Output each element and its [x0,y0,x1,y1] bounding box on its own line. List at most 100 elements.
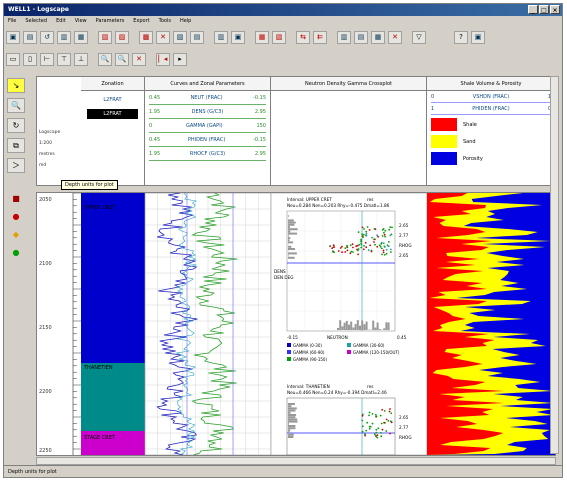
save-icon[interactable]: ▥ [57,30,71,44]
note-scale: 1:200 [39,141,52,146]
crossplot-legend-item: GAMMA (90-150) [293,357,327,362]
zoom-in-icon[interactable]: 🔍 [98,52,112,66]
curve-row[interactable]: 0.45 PHIDEN (FRAC) -0.15 [149,133,266,147]
menu-bar: File Selected Edit View Parameters Expor… [4,17,562,26]
track-layout-3-icon[interactable]: ⊢ [40,52,54,66]
log-plot-svg: 2050 2100 2150 2200 2250 UPPER CRET THAN… [37,192,555,456]
zonation-header: Zonation L2FRAT L2FRAT [81,77,145,185]
depth-label: 2100 [39,261,52,267]
pointer-tool-icon[interactable]: ↘ [7,78,25,93]
zone-label: STAGE CRET [84,435,116,441]
rotate-tool-icon[interactable]: ↻ [7,118,25,133]
track-bottom-icon[interactable]: ⊥ [74,52,88,66]
first-page-icon[interactable]: ▏◂ [156,52,170,66]
stop-icon[interactable]: ■ [12,194,20,203]
print-icon[interactable]: ▧ [98,30,112,44]
zoom-out-icon[interactable]: 🔍 [115,52,129,66]
crossplot-legend-item: GAMMA (30-60) [353,343,385,348]
menu-selected[interactable]: Selected [25,18,48,24]
new-file-icon[interactable]: ▣ [6,30,20,44]
legend-shale: Shale [431,117,551,132]
close-button[interactable]: × [550,5,560,14]
zone-label: THANETIEN [83,365,113,371]
undo-icon[interactable]: ⇆ [296,30,310,44]
main-toolbar: ▣ ▤ ↺ ▥ ▦ ▧ ▨ ▩ ✕ ▧ ▤ ▥ ▣ ▦ ▧ ⇆ ⇇ ▥ ▤ ▦ … [6,28,485,46]
crossplot2-tag: RHOG [399,435,412,440]
menu-tools[interactable]: Tools [158,18,171,24]
table-icon[interactable]: ▤ [190,30,204,44]
zoom-tool-icon[interactable]: 🔍 [7,98,25,113]
legend-sand: Sand [431,134,551,149]
menu-edit[interactable]: Edit [56,18,66,24]
horizontal-scrollbar[interactable] [36,457,556,465]
zonation-label: Zonation [81,77,144,91]
crossplot-legend-item: GAMMA (120-150/OUT) [353,350,400,355]
window-title: WELL1 - Logscape [8,6,69,13]
menu-export[interactable]: Export [133,18,150,24]
depth-label: 2050 [39,197,52,203]
depth-header: Logscape 1:200 metres md [37,77,71,185]
zone-item-selected[interactable]: L2FRAT [87,109,138,119]
go-icon[interactable]: ● [12,248,20,257]
crossplot2-tag: 2.65 [399,415,409,420]
open-file-icon[interactable]: ▤ [23,30,37,44]
marker-icon[interactable]: ◆ [12,230,20,239]
crossplot1-xlabel: NEUTRON [327,335,348,340]
next-page-icon[interactable]: ▸ [173,52,187,66]
zone-block-thanetien[interactable] [81,363,145,431]
legend-porosity: Porosity [431,151,551,166]
next-tool-icon[interactable]: ＞ [7,158,25,173]
zone-block-upper-cret[interactable] [81,193,145,363]
menu-parameters[interactable]: Parameters [95,18,125,24]
curve-row[interactable]: 0.45 NEUT (FRAC) -0.15 [149,91,266,105]
redo-icon[interactable]: ⇇ [313,30,327,44]
curve-row[interactable]: 0 GAMMA (GAPI) 150 [149,119,266,133]
record-icon[interactable]: ● [12,212,20,221]
tool-palette: ↘ 🔍 ↻ ⧉ ＞ ■ ● ◆ ● [7,78,29,264]
zone-block-stage-cret[interactable] [81,431,145,455]
export-icon[interactable]: ▥ [337,30,351,44]
menu-view[interactable]: View [74,18,87,24]
minimize-button[interactable]: _ [528,5,538,14]
curve-icon[interactable]: ▩ [139,30,153,44]
depth-label: 2250 [39,448,52,454]
copy-tool-icon[interactable]: ⧉ [7,138,25,153]
track-top-icon[interactable]: ⊤ [57,52,71,66]
import-icon[interactable]: ▤ [354,30,368,44]
refresh-icon[interactable]: ↺ [40,30,54,44]
curve-row[interactable]: 1.95 DENS (G/C3) 2.95 [149,105,266,119]
crossplot1-tag: 2.65 [399,223,409,228]
maximize-button[interactable]: □ [539,5,549,14]
track-header-panel: Logscape 1:200 metres md Zonation L2FRAT… [36,76,556,186]
menu-file[interactable]: File [8,18,17,24]
help-icon[interactable]: ? [454,30,468,44]
vertical-scrollbar[interactable] [550,76,559,454]
depth-label: 2200 [39,389,52,395]
menu-help[interactable]: Help [179,18,192,24]
crossplot1-tag: 2.77 [399,233,409,238]
filter-icon[interactable]: ▽ [412,30,426,44]
remove-icon[interactable]: ✕ [388,30,402,44]
curve-row[interactable]: 1.95 RHOCF (G/C3) 2.95 [149,147,266,161]
about-icon[interactable]: ▣ [471,30,485,44]
crossplot1-note: res [367,197,373,202]
track-icon[interactable]: ▥ [214,30,228,44]
crossplot1-tag: RHOG [399,243,412,248]
track-layout-1-icon[interactable]: ▭ [6,52,20,66]
delete-curve-icon[interactable]: ✕ [156,30,170,44]
shale-label: Shale Volume & Porosity [427,77,555,91]
histogram-icon[interactable]: ▧ [272,30,286,44]
print-preview-icon[interactable]: ▨ [115,30,129,44]
layout-icon[interactable]: ▣ [231,30,245,44]
save-as-icon[interactable]: ▦ [74,30,88,44]
report-icon[interactable]: ▦ [371,30,385,44]
zone-item[interactable]: L2FRAT [103,97,122,103]
zoom-reset-icon[interactable]: ✕ [132,52,146,66]
zone-icon[interactable]: ▧ [173,30,187,44]
crossplot-icon[interactable]: ▦ [255,30,269,44]
track-layout-2-icon[interactable]: ▯ [23,52,37,66]
crossplot1-xmin: -0.15 [287,335,298,340]
